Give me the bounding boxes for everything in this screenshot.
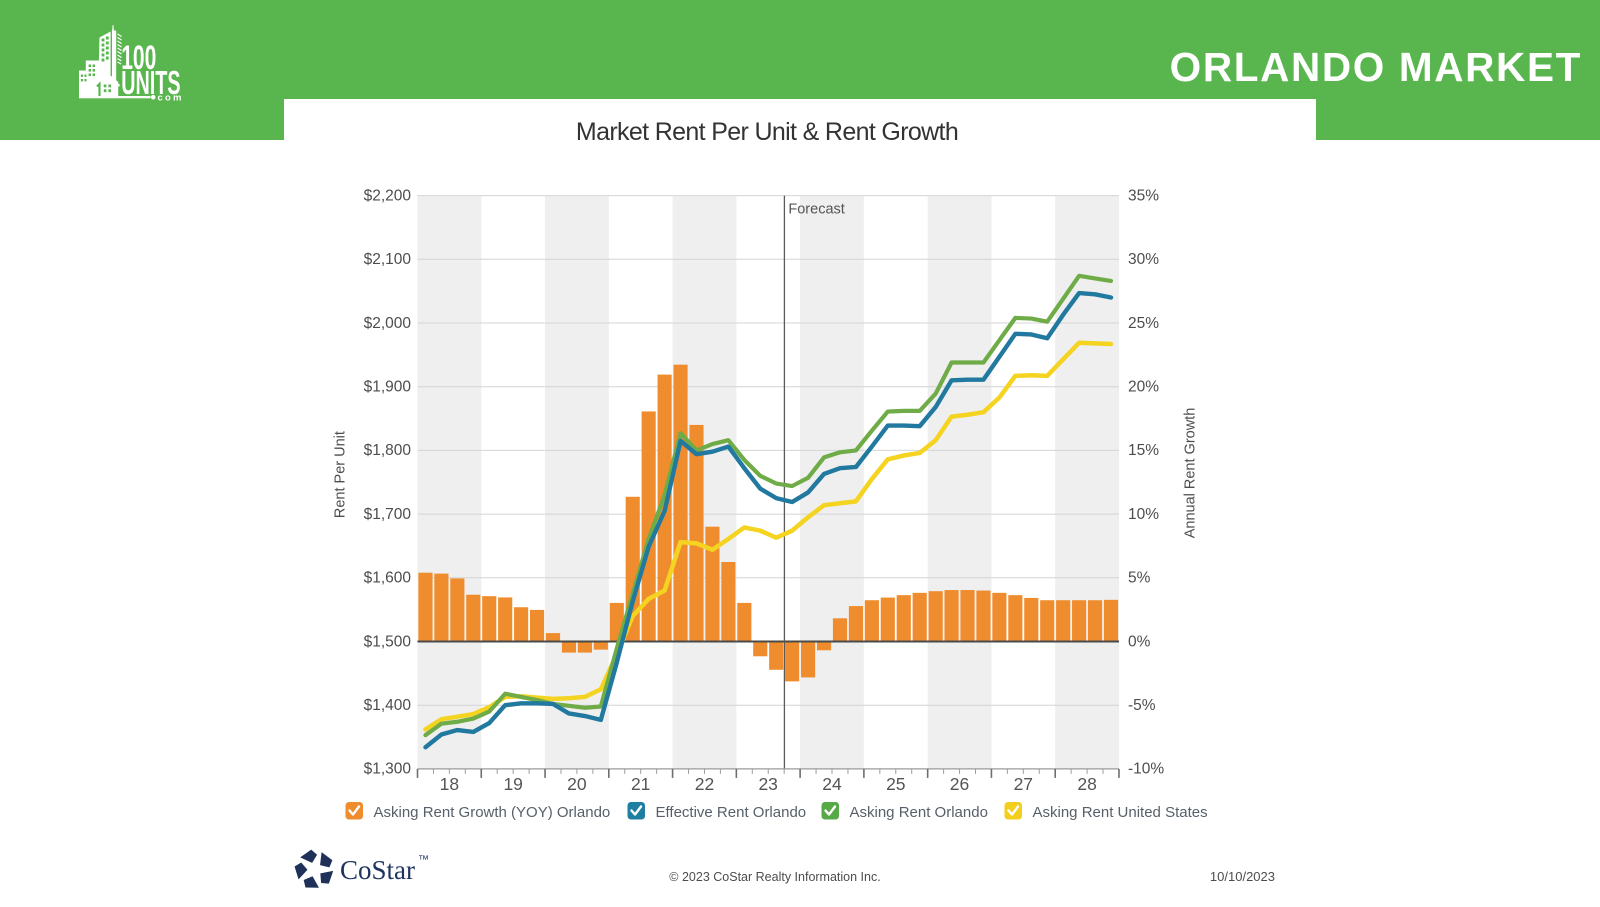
svg-text:$2,200: $2,200 xyxy=(364,187,412,204)
svg-text:Annual Rent Growth: Annual Rent Growth xyxy=(1182,408,1198,539)
svg-text:21: 21 xyxy=(631,774,650,794)
svg-text:$1,600: $1,600 xyxy=(364,570,412,587)
svg-text:100: 100 xyxy=(121,38,156,76)
svg-text:$1,400: $1,400 xyxy=(364,697,412,714)
svg-text:30%: 30% xyxy=(1128,251,1159,268)
svg-text:$1,700: $1,700 xyxy=(364,506,412,523)
svg-text:5%: 5% xyxy=(1128,570,1151,587)
svg-text:26: 26 xyxy=(950,774,969,794)
svg-text:Effective Rent Orlando: Effective Rent Orlando xyxy=(656,804,807,821)
svg-text:20: 20 xyxy=(567,774,587,794)
svg-text:27: 27 xyxy=(1014,774,1033,794)
svg-text:™: ™ xyxy=(418,854,429,866)
svg-text:-5%: -5% xyxy=(1128,697,1156,714)
svg-text:-10%: -10% xyxy=(1128,761,1164,778)
svg-text:$1,900: $1,900 xyxy=(364,379,412,396)
svg-text:25: 25 xyxy=(886,774,905,794)
svg-text:25%: 25% xyxy=(1128,315,1159,332)
svg-text:18: 18 xyxy=(440,774,459,794)
svg-text:35%: 35% xyxy=(1128,187,1159,204)
svg-text:Asking Rent Orlando: Asking Rent Orlando xyxy=(850,804,988,821)
svg-text:$1,800: $1,800 xyxy=(364,442,412,459)
svg-text:$2,000: $2,000 xyxy=(364,315,412,332)
svg-text:15%: 15% xyxy=(1128,442,1159,459)
svg-text:23: 23 xyxy=(758,774,777,794)
svg-text:28: 28 xyxy=(1077,774,1096,794)
svg-text:UNITS: UNITS xyxy=(121,63,180,101)
svg-text:$2,100: $2,100 xyxy=(364,251,412,268)
svg-text:19: 19 xyxy=(503,774,522,794)
svg-text:CoStar: CoStar xyxy=(340,855,415,885)
svg-text:10/10/2023: 10/10/2023 xyxy=(1210,869,1275,884)
svg-text:Asking Rent United States: Asking Rent United States xyxy=(1033,804,1208,821)
svg-text:22: 22 xyxy=(695,774,714,794)
svg-text:Forecast: Forecast xyxy=(788,202,844,218)
svg-text:© 2023 CoStar Realty Informati: © 2023 CoStar Realty Information Inc. xyxy=(669,870,880,884)
svg-text:0%: 0% xyxy=(1128,633,1151,650)
svg-text:com: com xyxy=(158,93,184,104)
svg-text:Rent Per Unit: Rent Per Unit xyxy=(333,431,349,518)
svg-text:24: 24 xyxy=(822,774,842,794)
svg-text:$1,300: $1,300 xyxy=(364,761,412,778)
svg-text:$1,500: $1,500 xyxy=(364,633,412,650)
svg-text:10%: 10% xyxy=(1128,506,1159,523)
svg-text:20%: 20% xyxy=(1128,379,1159,396)
svg-text:Asking Rent Growth (YOY) Orlan: Asking Rent Growth (YOY) Orlando xyxy=(374,804,611,821)
